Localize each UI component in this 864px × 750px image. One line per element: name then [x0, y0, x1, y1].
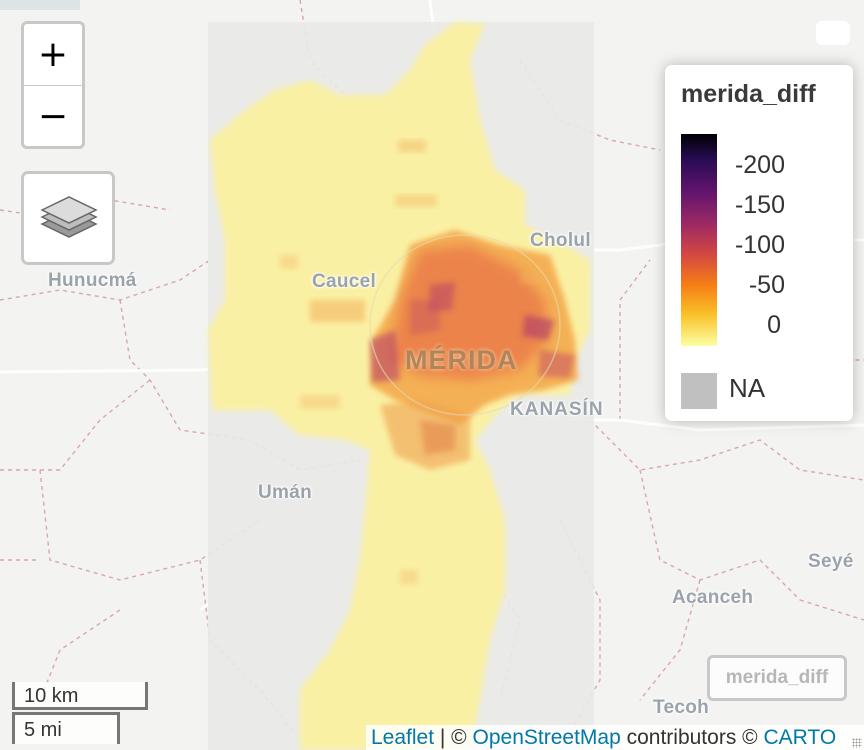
attribution-sep: | ©: [434, 726, 473, 749]
zoom-out-button[interactable]: −: [24, 86, 82, 147]
place-label-cholul: Cholul: [530, 230, 591, 251]
legend-tick: [717, 284, 725, 286]
place-label-uman: Umán: [258, 482, 312, 503]
ring-road: [369, 234, 561, 416]
legend-tick-label: -100: [734, 231, 785, 259]
place-label-seye: Seyé: [808, 551, 854, 572]
diff-raster: [208, 22, 590, 750]
legend-color-ramp: [681, 134, 717, 346]
attribution-bar: Leaflet | © OpenStreetMap contributors ©…: [366, 725, 864, 750]
coast-water: [0, 0, 80, 10]
place-label-tecoh: Tecoh: [653, 697, 710, 718]
legend-tick-label: 0: [767, 311, 781, 339]
legend-tick: [717, 164, 725, 166]
openstreetmap-link[interactable]: OpenStreetMap: [472, 726, 621, 749]
legend-tick-label: -50: [748, 271, 785, 299]
legend-na-label: NA: [729, 373, 766, 403]
control-toggle-button[interactable]: [816, 21, 850, 45]
scale-bar-km: 10 km: [12, 682, 148, 710]
legend-tick-label: -200: [734, 151, 785, 179]
layers-control-button[interactable]: [21, 171, 115, 265]
legend-na-swatch: [681, 373, 717, 409]
layers-icon: [40, 196, 98, 238]
zoom-in-button[interactable]: +: [24, 24, 82, 85]
legend-tick: [717, 324, 725, 326]
legend-tick: [717, 204, 725, 206]
zoom-control: + −: [21, 21, 85, 149]
legend-tick-label: -150: [734, 191, 785, 219]
legend-tick: [717, 244, 725, 246]
attribution-mid: contributors ©: [620, 726, 764, 749]
place-label-acanceh: Acanceh: [672, 587, 754, 608]
carto-link[interactable]: CARTO: [763, 726, 837, 749]
place-label-merida: MÉRIDA: [405, 345, 518, 375]
resize-handle-icon[interactable]: [852, 738, 862, 748]
scale-bar-mi: 5 mi: [12, 712, 120, 744]
place-label-caucel: Caucel: [312, 271, 377, 292]
legend-panel: merida_diff -200 -150 -100 -50 0 NA: [665, 65, 853, 421]
leaflet-link[interactable]: Leaflet: [371, 726, 435, 749]
legend-title: merida_diff: [681, 80, 816, 108]
zoom-divider: [24, 85, 82, 86]
place-label-kanasin: KANASÍN: [510, 399, 604, 420]
overlay-toggle-button[interactable]: merida_diff: [707, 655, 847, 701]
place-label-hunucma: Hunucmá: [48, 270, 137, 291]
